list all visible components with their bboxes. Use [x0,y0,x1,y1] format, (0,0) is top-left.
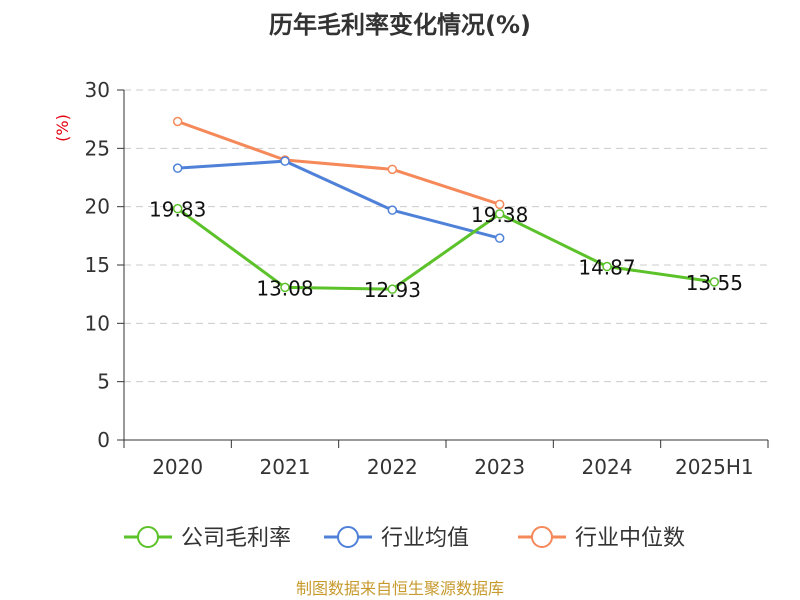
data-point [602,261,612,272]
y-tick-label: 20 [85,195,110,219]
data-point [387,284,398,294]
data-point [387,205,398,215]
series-line-2 [177,120,501,206]
x-tick-label: 2020 [152,455,203,479]
data-label: 12.93 [364,278,421,302]
x-tick-label: 2025H1 [675,455,754,479]
chart-title: 历年毛利率变化情况(%) [269,11,531,39]
data-labels: 19.83 13.08 12.93 19.38 14.87 13.55 [149,198,743,303]
data-point [709,277,720,287]
series-line-0 [176,207,715,291]
source-note: 制图数据来自恒生聚源数据库 [296,579,504,598]
data-point [280,282,290,293]
data-point [387,164,398,175]
data-point [172,116,183,127]
series-lines [172,116,720,294]
data-label: 13.55 [686,271,743,295]
x-tick-label: 2024 [582,455,633,479]
axes: 0 5 10 15 20 25 30 2020 2021 2022 2023 2024 2025H1 [85,78,769,479]
data-point [280,156,290,166]
y-tick-label: 15 [85,253,110,277]
legend-label: 行业均值 [381,526,469,551]
data-label: 19.83 [149,198,206,222]
x-tick-label: 2023 [474,455,525,479]
data-label: 13.08 [256,276,313,300]
x-tick-label: 2022 [367,455,418,479]
legend-marker [137,526,159,548]
legend-label: 行业中位数 [575,526,685,551]
grid-lines [124,89,768,383]
data-label: 19.38 [471,203,528,227]
data-label: 14.87 [578,256,635,280]
legend-label: 公司毛利率 [181,526,291,551]
data-point [172,163,183,173]
data-point [172,203,183,214]
legend: 公司毛利率 行业均值 行业中位数 [124,526,685,551]
legend-marker [337,526,359,548]
data-point [494,233,505,243]
data-point [494,199,505,210]
y-tick-label: 10 [85,311,110,335]
y-tick-label: 25 [85,136,110,160]
series-line-1 [177,159,501,240]
data-point [494,209,505,219]
legend-marker [531,526,553,548]
y-tick-label: 30 [85,78,110,102]
y-axis-unit-label: (%) [53,114,72,142]
x-tick-label: 2021 [260,455,311,479]
y-tick-label: 0 [97,428,110,452]
legend-item[interactable]: 行业均值 [324,526,469,551]
legend-item[interactable]: 公司毛利率 [124,526,291,551]
legend-item[interactable]: 行业中位数 [518,526,685,551]
y-tick-label: 5 [97,370,110,394]
